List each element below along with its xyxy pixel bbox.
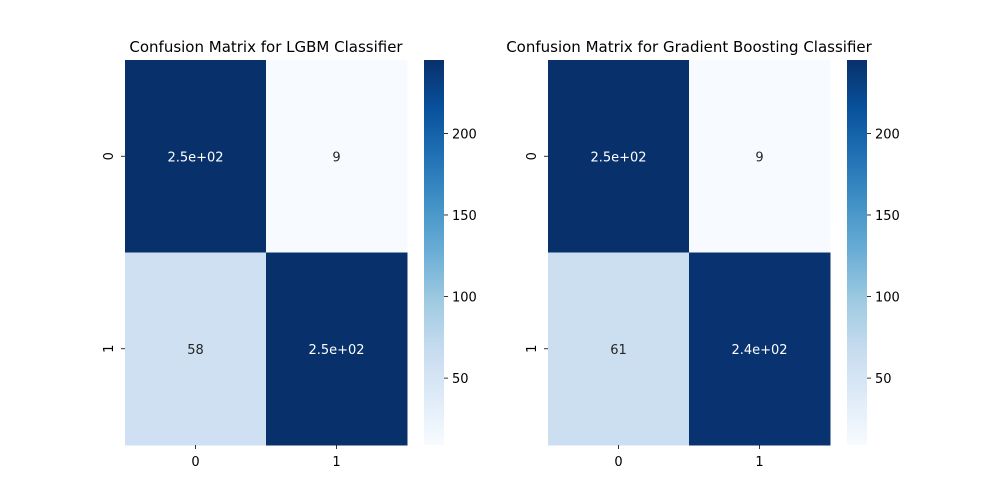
colorbar-tick-label: 150 — [875, 209, 900, 224]
chart-title: Confusion Matrix for LGBM Classifier — [129, 38, 403, 56]
colorbar-gradient — [847, 60, 867, 445]
gradient-boosting-confusion-matrix: Confusion Matrix for Gradient Boosting C… — [506, 38, 900, 470]
colorbar-tick-label: 150 — [452, 209, 477, 224]
y-tick-label: 0 — [525, 152, 540, 160]
cell-label-1-0: 58 — [187, 343, 204, 358]
cell-label-0-0: 2.5e+02 — [590, 150, 646, 165]
colorbar-tick-label: 100 — [875, 291, 900, 306]
cell-0-1 — [689, 60, 831, 253]
colorbar: 50 100 150 200 — [424, 60, 477, 445]
cell-label-1-1: 2.4e+02 — [731, 343, 787, 358]
colorbar-tick-label: 50 — [452, 372, 469, 387]
cell-0-0 — [125, 60, 267, 253]
colorbar-tick-label: 200 — [875, 127, 900, 142]
cell-label-1-1: 2.5e+02 — [308, 343, 364, 358]
cell-1-0 — [548, 252, 690, 446]
y-tick-label: 1 — [525, 345, 540, 353]
lgbm-confusion-matrix: Confusion Matrix for LGBM Classifier 2.5… — [102, 38, 477, 470]
cell-label-0-0: 2.5e+02 — [167, 150, 223, 165]
colorbar-tick-label: 200 — [452, 127, 477, 142]
cell-label-0-1: 9 — [755, 150, 763, 165]
cell-1-1 — [266, 252, 408, 446]
x-tick-label: 0 — [191, 455, 199, 470]
colorbar: 50 100 150 200 — [847, 60, 900, 445]
x-tick-label: 0 — [614, 455, 622, 470]
cell-1-1 — [689, 252, 831, 446]
cell-label-1-0: 61 — [610, 343, 627, 358]
colorbar-tick-label: 100 — [452, 291, 477, 306]
cell-0-0 — [548, 60, 690, 253]
cell-1-0 — [125, 252, 267, 446]
y-tick-label: 0 — [102, 152, 117, 160]
y-tick-label: 1 — [102, 345, 117, 353]
x-tick-label: 1 — [755, 455, 763, 470]
colorbar-tick-label: 50 — [875, 372, 892, 387]
chart-title: Confusion Matrix for Gradient Boosting C… — [506, 38, 872, 56]
x-tick-label: 1 — [332, 455, 340, 470]
colorbar-gradient — [424, 60, 444, 445]
cell-0-1 — [266, 60, 408, 253]
cell-label-0-1: 9 — [332, 150, 340, 165]
